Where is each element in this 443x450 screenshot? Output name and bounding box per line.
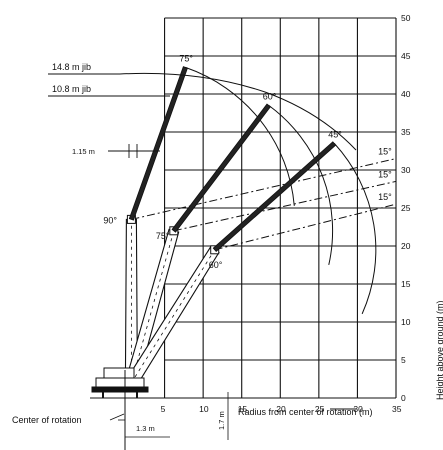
- x-tick-label: 15: [238, 404, 248, 414]
- offset-line: [131, 158, 397, 220]
- boom-lattice: [131, 230, 175, 383]
- annotation-offset-1-15: 1.15 m: [72, 144, 160, 158]
- offset-angle-label: 15°: [378, 169, 392, 179]
- crane-turntable: [103, 367, 135, 379]
- reach-arc: [333, 143, 377, 315]
- jib-positions: 75° 60° 45°: [128, 53, 342, 253]
- plot-grid: [90, 17, 397, 399]
- jib: [171, 103, 272, 233]
- jib-angle-label: 60°: [263, 91, 277, 101]
- crane-outrigger: [91, 386, 149, 393]
- y-tick-label: 0: [401, 393, 406, 403]
- y-tick-label: 10: [401, 317, 411, 327]
- x-tick-label: 35: [392, 404, 402, 414]
- crane-carrier: [95, 377, 145, 388]
- y-tick-label: 45: [401, 51, 411, 61]
- center-of-rotation-label: Center of rotation: [12, 415, 82, 425]
- boom-angle-label: 75°: [156, 231, 170, 241]
- y-tick-label: 35: [401, 127, 411, 137]
- x-tick-label: 30: [353, 404, 363, 414]
- annotation-jib-14-8: 14.8 m jib: [48, 62, 357, 151]
- offset-angle-label: 15°: [378, 192, 392, 202]
- boom-angle-label: 90°: [103, 215, 117, 225]
- y-tick-labels: 0 5 10 15 20 25 30 35 40 45 50: [401, 13, 411, 403]
- y-axis-title: Height above ground (m): [435, 300, 443, 400]
- jib: [212, 141, 337, 253]
- height-offset-label: 1.7 m: [217, 411, 226, 430]
- y-tick-label: 30: [401, 165, 411, 175]
- y-tick-label: 20: [401, 241, 411, 251]
- offset-angle-label: 15°: [378, 147, 392, 157]
- y-tick-label: 40: [401, 89, 411, 99]
- x-tick-label: 5: [161, 404, 166, 414]
- jib-angle-label: 45°: [328, 129, 342, 139]
- jib-14-8-label: 14.8 m jib: [52, 62, 91, 72]
- offset-line: [173, 180, 397, 232]
- x-axis-label: Radius from center of rotation (m): [238, 407, 373, 417]
- y-tick-label: 5: [401, 355, 406, 365]
- reach-arc: [268, 104, 334, 266]
- jib-10-8-label: 10.8 m jib: [52, 84, 91, 94]
- offset-1-15-label: 1.15 m: [72, 147, 95, 156]
- x-tick-labels: 5 10 15 20 25 30 35: [161, 404, 402, 414]
- offset-lines: 15° 15° 15°: [131, 147, 397, 251]
- offset-line: [214, 203, 397, 251]
- jib-angle-label: 75°: [179, 53, 193, 63]
- jib: [128, 66, 188, 221]
- offset-1-3-label: 1.3 m: [136, 424, 155, 433]
- annotation-jib-10-8: 10.8 m jib: [48, 84, 170, 97]
- annotation-offset-1-3: 1.3 m: [125, 424, 170, 438]
- x-tick-label: 10: [199, 404, 209, 414]
- x-tick-label: 20: [276, 404, 286, 414]
- y-tick-label: 25: [401, 203, 411, 213]
- x-axis-title: Radius from center of rotation (m): [238, 407, 373, 417]
- y-tick-label: 15: [401, 279, 411, 289]
- crane-base: [91, 367, 149, 398]
- y-axis-label: Height above ground (m): [435, 300, 443, 400]
- y-tick-label: 50: [401, 13, 411, 23]
- x-tick-label: 25: [315, 404, 325, 414]
- boom-angle-label: 60°: [209, 260, 223, 270]
- boom-lattice: [131, 249, 216, 384]
- annotation-height-offset: 1.7 m: [217, 392, 229, 440]
- reach-arc: [185, 66, 295, 206]
